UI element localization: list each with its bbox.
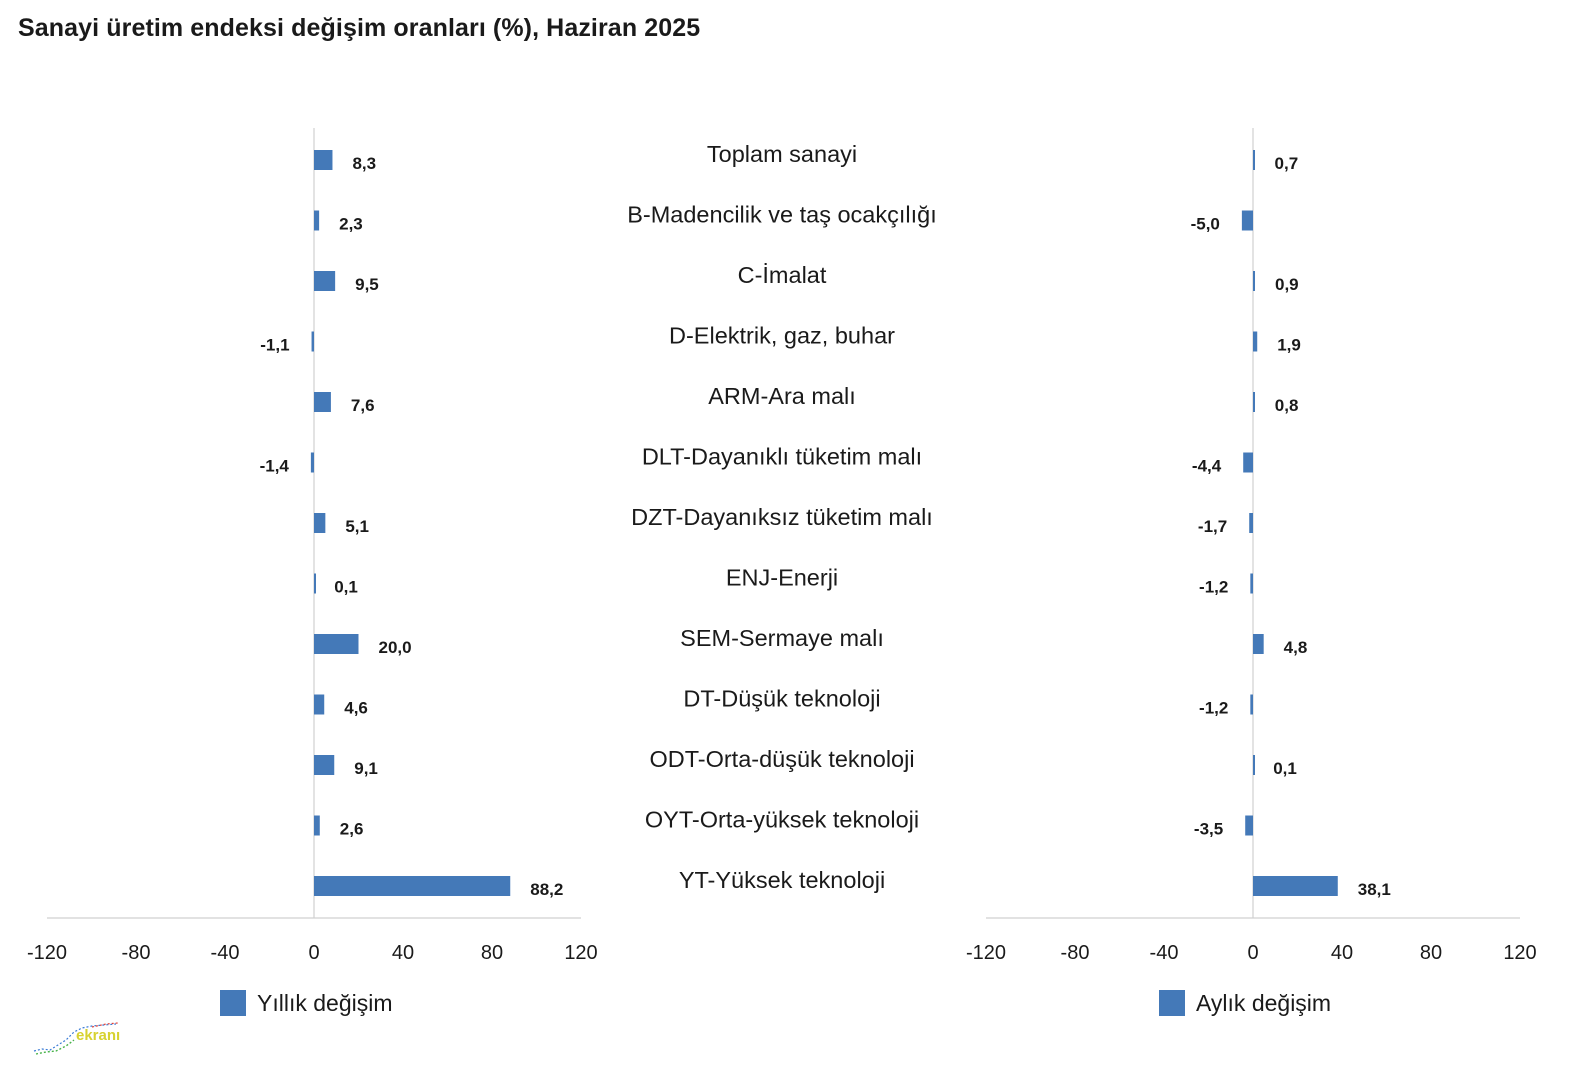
category-label: DLT-Dayanıklı tüketim malı <box>642 444 922 470</box>
data-label-yillik: 88,2 <box>530 880 563 899</box>
data-label-aylik: 0,8 <box>1275 396 1299 415</box>
category-label: DT-Düşük teknoloji <box>683 686 880 712</box>
bar-aylik <box>1250 573 1253 594</box>
bar-aylik <box>1253 755 1255 775</box>
data-label-aylik: 4,8 <box>1284 638 1308 657</box>
bar-aylik <box>1253 634 1264 654</box>
data-label-yillik: 9,1 <box>354 759 378 778</box>
category-label: B-Madencilik ve taş ocakçılığı <box>627 202 937 228</box>
tick-label: 40 <box>1331 942 1353 964</box>
bar-aylik <box>1243 452 1253 473</box>
bar-yillik <box>311 331 314 352</box>
category-label: Toplam sanayi <box>707 141 857 167</box>
data-label-yillik: 20,0 <box>379 638 412 657</box>
bar-yillik <box>314 210 320 231</box>
data-label-aylik: -1,2 <box>1199 578 1228 597</box>
category-label: C-İmalat <box>738 262 827 288</box>
data-label-aylik: -1,2 <box>1199 699 1228 718</box>
data-label-aylik: 0,7 <box>1275 154 1299 173</box>
bar-yillik <box>314 755 335 775</box>
tick-label: -120 <box>27 942 67 964</box>
bar-aylik <box>1241 210 1253 231</box>
bar-aylik <box>1253 876 1338 896</box>
category-label: ENJ-Enerji <box>726 565 838 591</box>
chart-title: Sanayi üretim endeksi değişim oranları (… <box>18 14 701 42</box>
tick-label: -80 <box>122 942 151 964</box>
legend-label-yillik: Yıllık değişim <box>257 990 392 1016</box>
category-label: D-Elektrik, gaz, buhar <box>669 323 895 349</box>
bar-yillik <box>314 573 316 594</box>
bar-aylik <box>1253 331 1258 352</box>
bar-yillik <box>314 694 325 715</box>
data-label-yillik: 2,6 <box>340 820 364 839</box>
tick-label: 120 <box>1503 942 1536 964</box>
legend-swatch-aylik <box>1159 990 1185 1016</box>
category-label: ARM-Ara malı <box>708 383 856 409</box>
category-labels: Toplam sanayi B-Madencilik ve taş ocakçıl… <box>627 141 937 893</box>
bar-aylik <box>1253 150 1255 170</box>
data-label-yillik: 8,3 <box>352 154 376 173</box>
data-label-aylik: 0,1 <box>1273 759 1297 778</box>
category-label: ODT-Orta-düşük teknoloji <box>649 746 914 772</box>
tick-label: 0 <box>308 942 319 964</box>
data-label-yillik: -1,1 <box>260 336 289 355</box>
bar-yillik <box>314 271 336 291</box>
data-label-aylik: 1,9 <box>1277 336 1301 355</box>
bar-aylik <box>1253 392 1255 412</box>
bar-yillik <box>314 815 320 836</box>
tick-label: 120 <box>564 942 597 964</box>
tick-label: -40 <box>1150 942 1179 964</box>
data-label-yillik: 7,6 <box>351 396 375 415</box>
tick-label: -80 <box>1061 942 1090 964</box>
data-label-yillik: 0,1 <box>334 578 358 597</box>
watermark-logo-text: ekranı <box>76 1027 121 1044</box>
data-label-yillik: 2,3 <box>339 215 363 234</box>
right-panel-aylik: 0,7 -5,0 0,9 1,9 0,8 -4,4 -1,7 -1,2 4,8 -1,2 0,1 -3… <box>966 128 1537 1016</box>
tick-label: 80 <box>1420 942 1442 964</box>
category-label: YT-Yüksek teknoloji <box>679 867 885 893</box>
legend-swatch-yillik <box>220 990 246 1016</box>
bar-yillik <box>310 452 314 473</box>
bar-aylik <box>1253 271 1256 291</box>
data-label-yillik: 5,1 <box>345 517 369 536</box>
bar-yillik <box>314 392 331 412</box>
tick-label: -40 <box>211 942 240 964</box>
data-label-aylik: 38,1 <box>1358 880 1391 899</box>
bar-yillik <box>314 513 326 533</box>
data-label-yillik: -1,4 <box>260 457 290 476</box>
bar-yillik <box>314 150 333 170</box>
bar-aylik <box>1250 694 1253 715</box>
category-label: SEM-Sermaye malı <box>680 625 884 651</box>
data-label-yillik: 4,6 <box>344 699 368 718</box>
data-label-aylik: -4,4 <box>1192 457 1222 476</box>
watermark-logo-icon <box>33 1022 119 1055</box>
bar-aylik <box>1249 513 1253 533</box>
data-label-aylik: -5,0 <box>1191 215 1220 234</box>
bar-aylik <box>1245 815 1253 836</box>
data-label-yillik: 9,5 <box>355 275 379 294</box>
data-label-aylik: 0,9 <box>1275 275 1299 294</box>
category-label: DZT-Dayanıksız tüketim malı <box>631 504 933 530</box>
data-label-aylik: -1,7 <box>1198 517 1227 536</box>
category-label: OYT-Orta-yüksek teknoloji <box>645 807 919 833</box>
bar-yillik <box>314 876 511 896</box>
left-panel-yillik: 8,3 2,3 9,5 -1,1 7,6 -1,4 5,1 0,1 20,0 4,6 9,1 2,6 8… <box>27 128 598 1016</box>
tick-label: 40 <box>392 942 414 964</box>
data-label-aylik: -3,5 <box>1194 820 1223 839</box>
tick-label: 0 <box>1247 942 1258 964</box>
tick-label: 80 <box>481 942 503 964</box>
bar-yillik <box>314 634 359 654</box>
tick-label: -120 <box>966 942 1006 964</box>
legend-label-aylik: Aylık değişim <box>1196 990 1331 1016</box>
